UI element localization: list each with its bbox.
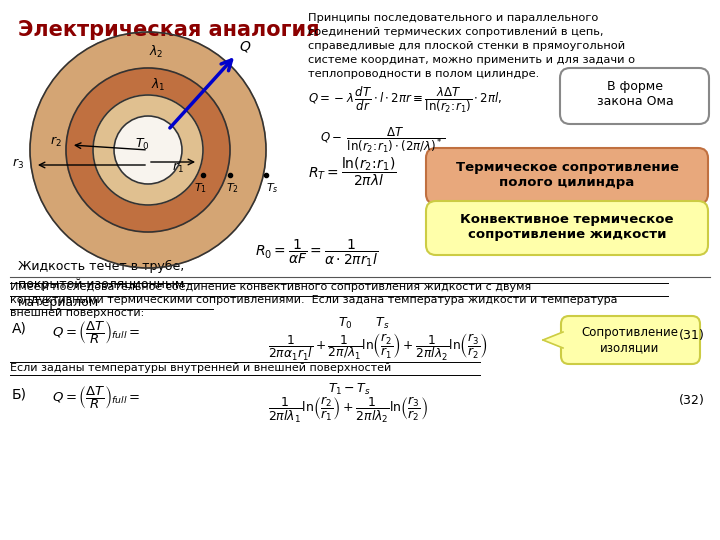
Text: соединений термических сопротивлений в цепь,: соединений термических сопротивлений в ц… [308,27,603,37]
Text: $Q = -\lambda\,\dfrac{dT}{dr}\cdot l\cdot 2\pi r \equiv \dfrac{\lambda\Delta T}{: $Q = -\lambda\,\dfrac{dT}{dr}\cdot l\cdo… [308,85,503,115]
FancyBboxPatch shape [426,201,708,255]
Text: системе координат, можно применить и для задачи о: системе координат, можно применить и для… [308,55,635,65]
FancyBboxPatch shape [426,148,708,204]
Text: $\dfrac{1}{2\pi l\lambda_1}\ln\!\left(\dfrac{r_2}{r_1}\right) + \dfrac{1}{2\pi l: $\dfrac{1}{2\pi l\lambda_1}\ln\!\left(\d… [268,395,428,425]
Text: $(31)$: $(31)$ [678,327,705,342]
Text: $T_0$: $T_0$ [135,137,149,152]
Text: $Q = \left(\dfrac{\Delta T}{R}\right)_{full} = $: $Q = \left(\dfrac{\Delta T}{R}\right)_{f… [52,384,140,411]
Text: $T_s$: $T_s$ [266,181,279,195]
Text: $Q$: $Q$ [239,39,251,55]
Text: В форме
закона Ома: В форме закона Ома [597,80,673,108]
Circle shape [93,95,203,205]
Text: А): А) [12,322,27,336]
Text: Жидкость течет в трубе,
покрытой изоляционным
материалом: Жидкость течет в трубе, покрытой изоляци… [18,260,184,309]
Text: внешней поверхности:: внешней поверхности: [10,308,144,318]
Text: $\lambda_2$: $\lambda_2$ [149,44,163,60]
Text: $(32)$: $(32)$ [678,392,705,407]
Text: $R_T = \dfrac{\ln(r_2\!:\!r_1)}{2\pi\lambda l}$: $R_T = \dfrac{\ln(r_2\!:\!r_1)}{2\pi\lam… [308,155,397,188]
Circle shape [114,116,182,184]
Text: $r_3$: $r_3$ [12,157,24,171]
Text: Электрическая аналогия: Электрическая аналогия [18,20,320,40]
Polygon shape [543,332,563,348]
Text: Если заданы температуры внутренней и внешней поверхностей: Если заданы температуры внутренней и вне… [10,363,391,373]
Circle shape [66,68,230,232]
Text: справедливые для плоской стенки в прямоугольной: справедливые для плоской стенки в прямоу… [308,41,625,51]
Text: $T_0 \qquad T_s$: $T_0 \qquad T_s$ [338,316,390,331]
Text: Термическое сопротивление
полого цилиндра: Термическое сопротивление полого цилиндр… [456,161,678,189]
Text: $T_1 - T_s$: $T_1 - T_s$ [328,382,371,397]
Text: $\dfrac{1}{2\pi\alpha_1 r_1 l} + \dfrac{1}{2\pi/\lambda_1}\ln\!\left(\dfrac{r_2}: $\dfrac{1}{2\pi\alpha_1 r_1 l} + \dfrac{… [268,332,488,363]
Text: $R_0 = \dfrac{1}{\alpha F} = \dfrac{1}{\alpha\cdot 2\pi r_1 l}$: $R_0 = \dfrac{1}{\alpha F} = \dfrac{1}{\… [255,237,379,269]
Text: теплопроводности в полом цилиндре.: теплопроводности в полом цилиндре. [308,69,539,79]
Text: Конвективное термическое
сопротивление жидкости: Конвективное термическое сопротивление ж… [460,213,674,241]
Text: $T_2$: $T_2$ [225,181,238,195]
Text: Б): Б) [12,387,27,401]
Circle shape [30,32,266,268]
Text: $r_1$: $r_1$ [172,161,184,175]
Text: $r_2$: $r_2$ [50,135,62,149]
Text: Имеем последовательное соединение конвективного сопротивления жидкости с двумя: Имеем последовательное соединение конвек… [10,282,531,292]
Text: $Q -\;\dfrac{\Delta T}{\ln(r_2\!:\!r_1)\cdot(2\pi/\lambda)^*}$: $Q -\;\dfrac{\Delta T}{\ln(r_2\!:\!r_1)\… [320,125,445,155]
FancyBboxPatch shape [560,68,709,124]
Text: $\lambda_1$: $\lambda_1$ [150,77,166,93]
Text: кондуктивными термическими сопротивлениями.  Если задана температура жидкости и : кондуктивными термическими сопротивления… [10,295,618,305]
Text: $T_1$: $T_1$ [194,181,207,195]
Text: $Q = \left(\dfrac{\Delta T}{R}\right)_{full} = $: $Q = \left(\dfrac{\Delta T}{R}\right)_{f… [52,319,140,346]
FancyBboxPatch shape [561,316,700,364]
Text: Сопротивление
изоляции: Сопротивление изоляции [582,326,678,354]
Text: Принципы последовательного и параллельного: Принципы последовательного и параллельно… [308,13,598,23]
